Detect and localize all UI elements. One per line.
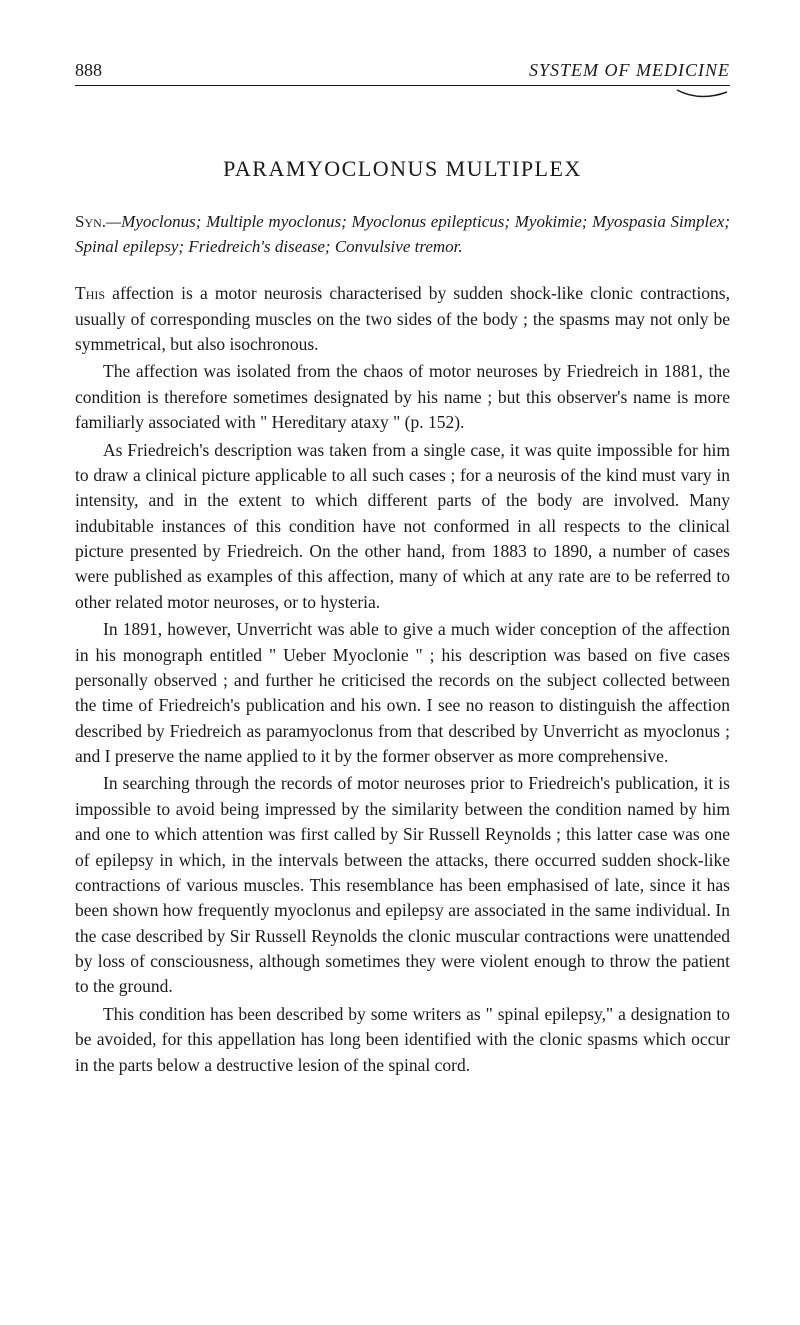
synonyms-line: Syn.—Myoclonus; Multiple myoclonus; Myoc… xyxy=(75,210,730,259)
syn-text: —Myoclonus; Multiple myoclonus; Myoclonu… xyxy=(75,212,730,256)
paragraph-1-body: affection is a motor neurosis characteri… xyxy=(75,283,730,354)
paragraph-1-lead: This xyxy=(75,283,105,303)
page-header: 888 SYSTEM OF MEDICINE xyxy=(75,60,730,86)
syn-label: Syn. xyxy=(75,212,106,231)
running-title: SYSTEM OF MEDICINE xyxy=(529,60,730,81)
paragraph-4: In 1891, however, Unverricht was able to… xyxy=(75,617,730,769)
page-number: 888 xyxy=(75,60,102,81)
paragraph-3: As Friedreich's description was taken fr… xyxy=(75,438,730,616)
header-swash-icon xyxy=(675,86,730,109)
paragraph-2: The affection was isolated from the chao… xyxy=(75,359,730,435)
article-title: PARAMYOCLONUS MULTIPLEX xyxy=(75,156,730,182)
paragraph-1: This affection is a motor neurosis chara… xyxy=(75,281,730,357)
paragraph-5: In searching through the records of moto… xyxy=(75,771,730,999)
paragraph-6: This condition has been described by som… xyxy=(75,1002,730,1078)
